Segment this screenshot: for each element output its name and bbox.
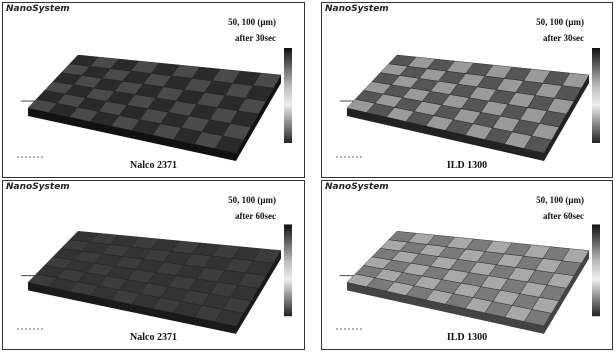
time: after 60sec <box>235 211 276 221</box>
label: ILD 1300 <box>322 160 612 171</box>
panel: NanoSystem 50, 100 (μm) after 60sec ILD 130… <box>321 180 613 350</box>
surface-image <box>3 3 306 179</box>
params: 50, 100 (μm) <box>228 17 276 27</box>
color-bar <box>284 224 292 316</box>
params: 50, 100 (μm) <box>536 17 584 27</box>
figure: NanoSystem 50, 100 (μm) after 30sec Nalco 2… <box>0 0 615 352</box>
label: Nalco 2371 <box>3 332 304 343</box>
panel: NanoSystem 50, 100 (μm) after 30sec ILD 130… <box>321 2 613 178</box>
label: Nalco 2371 <box>3 160 304 171</box>
color-bar <box>592 48 600 143</box>
brand: NanoSystem <box>6 182 70 192</box>
params: 50, 100 (μm) <box>228 195 276 205</box>
brand: NanoSystem <box>325 182 389 192</box>
panel: NanoSystem 50, 100 (μm) after 60sec Nalco 2… <box>2 180 305 350</box>
surface-image <box>322 3 614 179</box>
color-bar <box>284 48 292 143</box>
surface-image <box>3 181 306 351</box>
color-bar <box>592 224 600 316</box>
brand: NanoSystem <box>325 4 389 14</box>
label: ILD 1300 <box>322 332 612 343</box>
time: after 60sec <box>543 211 584 221</box>
panel: NanoSystem 50, 100 (μm) after 30sec Nalco 2… <box>2 2 305 178</box>
time: after 30sec <box>543 33 584 43</box>
brand: NanoSystem <box>6 4 70 14</box>
surface-image <box>322 181 614 351</box>
params: 50, 100 (μm) <box>536 195 584 205</box>
time: after 30sec <box>235 33 276 43</box>
